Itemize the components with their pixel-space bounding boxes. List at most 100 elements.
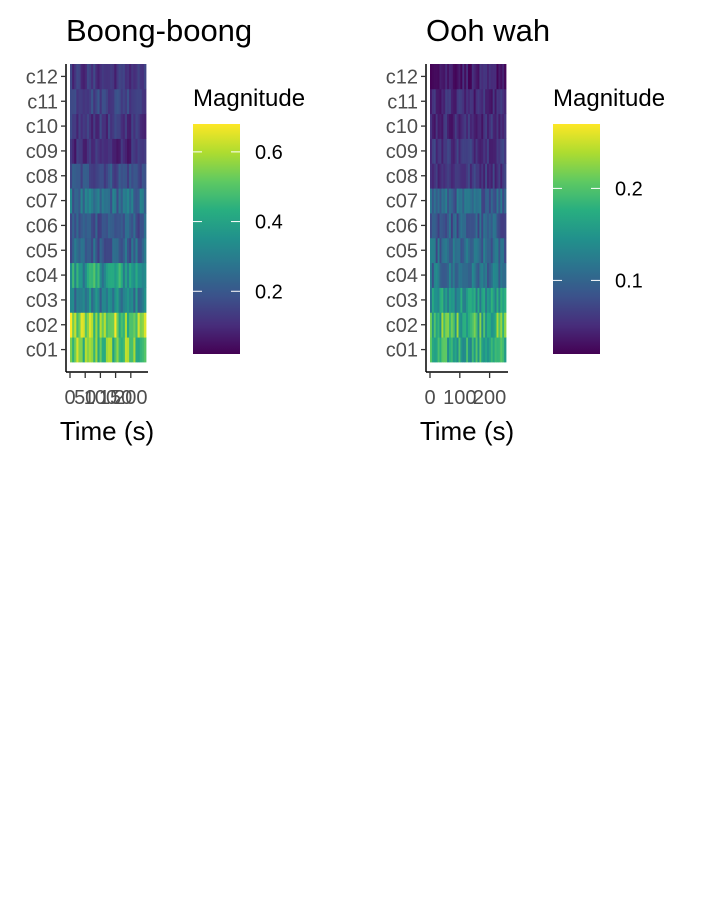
heatmap-cell bbox=[469, 213, 473, 239]
heatmap-cell bbox=[430, 312, 433, 338]
heatmap-cell bbox=[116, 64, 119, 90]
heatmap-cell bbox=[110, 213, 113, 239]
heatmap-cell bbox=[469, 287, 473, 313]
heatmap-cell bbox=[439, 312, 442, 338]
heatmap-cell bbox=[133, 64, 136, 90]
heatmap-cell bbox=[450, 163, 454, 189]
heatmap-cell bbox=[477, 262, 480, 288]
heatmap-cell bbox=[129, 163, 132, 189]
heatmap-cell bbox=[449, 312, 452, 338]
heatmap-cell bbox=[466, 64, 469, 90]
y-tick-label: c05 bbox=[386, 240, 418, 262]
heatmap-cell bbox=[488, 237, 492, 264]
heatmap-cell bbox=[485, 287, 488, 313]
heatmap-cell bbox=[475, 287, 478, 313]
heatmap-cell bbox=[122, 64, 126, 90]
x-tick-label: 0 bbox=[64, 387, 75, 409]
heatmap-cell bbox=[447, 312, 450, 338]
heatmap-cell bbox=[449, 237, 452, 264]
heatmap-cell bbox=[437, 287, 440, 313]
heatmap-cell bbox=[488, 138, 492, 164]
heatmap-cell bbox=[445, 113, 448, 139]
heatmap-cell bbox=[471, 287, 475, 313]
heatmap-cell bbox=[475, 88, 478, 115]
heatmap-cell bbox=[458, 64, 461, 90]
heatmap-cell bbox=[468, 213, 471, 239]
heatmap-cell bbox=[452, 262, 456, 288]
heatmap-cell bbox=[139, 312, 143, 338]
heatmap-cell bbox=[456, 113, 459, 139]
heatmap-cell bbox=[105, 64, 109, 90]
heatmap-cell bbox=[124, 213, 128, 239]
heatmap-cell bbox=[108, 237, 111, 264]
heatmap-cell bbox=[468, 262, 471, 288]
heatmap-cell bbox=[139, 138, 143, 164]
heatmap-cell bbox=[86, 88, 90, 115]
heatmap-cell bbox=[469, 64, 473, 90]
heatmap-cell bbox=[430, 113, 433, 139]
heatmap-cell bbox=[494, 213, 497, 239]
x-tick-label: 100 bbox=[443, 387, 476, 409]
heatmap-cell bbox=[473, 138, 476, 164]
heatmap-cell bbox=[468, 64, 471, 90]
y-tick-label: c09 bbox=[386, 141, 418, 163]
heatmap-cell bbox=[430, 64, 433, 90]
heatmap-cell bbox=[466, 337, 469, 363]
heatmap-cell bbox=[441, 213, 444, 239]
heatmap-cell bbox=[477, 113, 480, 139]
heatmap-cell bbox=[450, 138, 454, 164]
heatmap-cell bbox=[462, 237, 465, 264]
heatmap-cell bbox=[458, 287, 461, 313]
heatmap-panel-boong-boong: Boong-boong c01c02c03c04c05c06c07c08c09c… bbox=[26, 13, 305, 446]
heatmap-cell bbox=[80, 213, 84, 239]
heatmap-cell bbox=[437, 163, 440, 189]
heatmap-cell bbox=[89, 163, 92, 189]
heatmap-cell bbox=[78, 237, 81, 264]
heatmap-cell bbox=[93, 287, 96, 313]
heatmap-cell bbox=[492, 337, 495, 363]
heatmap-cell bbox=[101, 287, 105, 313]
heatmap-cell bbox=[101, 312, 105, 338]
heatmap-cell bbox=[452, 113, 456, 139]
heatmap-cell bbox=[498, 287, 501, 313]
heatmap-cell bbox=[82, 163, 86, 189]
heatmap-cell bbox=[471, 337, 475, 363]
heatmap-cell bbox=[447, 113, 450, 139]
heatmap-cell bbox=[490, 163, 494, 189]
heatmap-cell bbox=[95, 237, 98, 264]
heatmap-cell bbox=[496, 138, 499, 164]
heatmap-cell bbox=[485, 64, 488, 90]
heatmap-cell bbox=[460, 64, 463, 90]
heatmap-cell bbox=[103, 213, 107, 239]
heatmap-cell bbox=[449, 287, 452, 313]
heatmap-cell bbox=[458, 213, 461, 239]
heatmap-cell bbox=[99, 163, 103, 189]
heatmap-cell bbox=[118, 163, 122, 189]
chart-title: Ooh wah bbox=[426, 13, 550, 48]
heatmap-cell bbox=[82, 312, 86, 338]
heatmap-cell bbox=[456, 312, 459, 338]
heatmap-cell bbox=[116, 138, 119, 164]
heatmap-cell bbox=[80, 337, 84, 363]
heatmap-cell bbox=[452, 88, 456, 115]
heatmap-cell bbox=[70, 312, 73, 338]
heatmap-cell bbox=[116, 163, 119, 189]
heatmap-cell bbox=[479, 188, 482, 214]
heatmap-cell bbox=[137, 163, 141, 189]
heatmap-cell bbox=[431, 262, 435, 288]
heatmap-cell bbox=[135, 337, 138, 363]
heatmap-cell bbox=[120, 213, 124, 239]
heatmap-cell bbox=[143, 188, 147, 214]
heatmap-cell bbox=[137, 337, 141, 363]
heatmap-cell bbox=[468, 337, 471, 363]
heatmap-cell bbox=[477, 287, 480, 313]
heatmap-cell bbox=[143, 262, 147, 288]
heatmap-cell bbox=[127, 138, 130, 164]
heatmap-cell bbox=[475, 188, 478, 214]
heatmap-cell bbox=[481, 138, 484, 164]
heatmap-cell bbox=[101, 88, 105, 115]
heatmap-cell bbox=[494, 262, 497, 288]
heatmap-cell bbox=[133, 337, 136, 363]
